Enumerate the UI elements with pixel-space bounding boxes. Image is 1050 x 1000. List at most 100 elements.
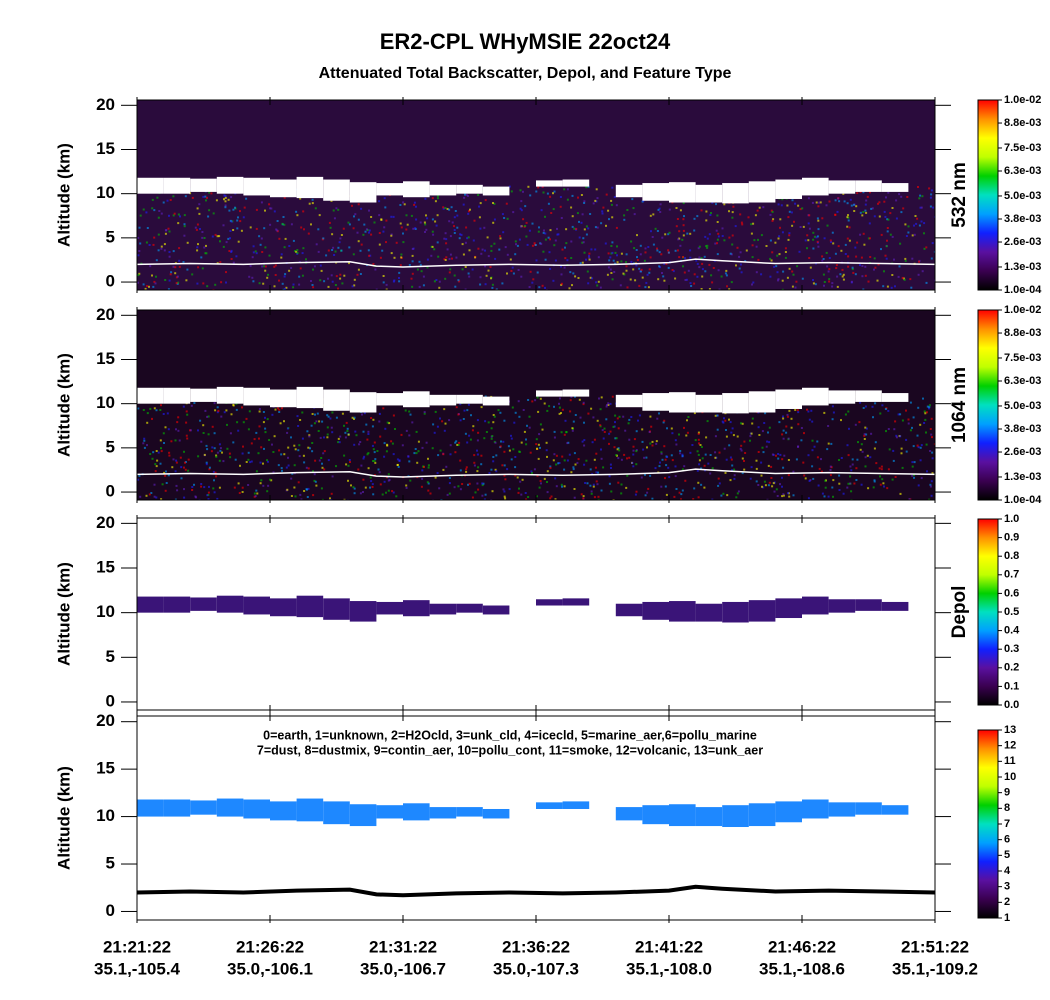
speckle xyxy=(432,233,435,236)
speckle xyxy=(398,277,400,279)
speckle xyxy=(930,494,933,497)
speckle xyxy=(424,197,427,200)
speckle xyxy=(859,211,862,214)
speckle xyxy=(480,406,483,409)
speckle xyxy=(781,279,784,282)
speckle xyxy=(596,197,599,200)
speckle xyxy=(153,280,156,283)
speckle xyxy=(168,251,171,253)
speckle xyxy=(686,232,689,235)
speckle xyxy=(384,206,387,209)
speckle xyxy=(466,409,469,412)
speckle xyxy=(162,432,165,435)
speckle xyxy=(928,404,931,407)
speckle xyxy=(782,466,785,469)
speckle xyxy=(739,447,742,450)
speckle xyxy=(260,237,263,240)
speckle xyxy=(464,193,466,196)
speckle xyxy=(749,439,751,442)
speckle xyxy=(431,230,434,233)
colorbar-label: 1064 nm xyxy=(949,367,970,443)
speckle xyxy=(539,397,542,400)
speckle xyxy=(331,475,334,478)
speckle xyxy=(445,242,448,245)
speckle xyxy=(197,455,200,458)
speckle xyxy=(424,223,427,226)
cloud-column xyxy=(482,396,510,406)
speckle xyxy=(390,252,393,255)
speckle xyxy=(592,416,595,419)
speckle xyxy=(807,410,810,413)
speckle xyxy=(284,237,287,240)
speckle xyxy=(663,279,666,282)
speckle xyxy=(469,438,472,441)
speckle xyxy=(314,413,316,416)
speckle xyxy=(484,265,487,268)
speckle xyxy=(674,465,677,468)
speckle xyxy=(319,264,322,267)
cloud-column xyxy=(403,391,430,408)
speckle xyxy=(676,249,679,252)
speckle xyxy=(326,414,329,417)
speckle xyxy=(854,273,857,276)
speckle xyxy=(539,423,542,426)
speckle xyxy=(269,207,272,210)
speckle xyxy=(372,448,375,451)
speckle xyxy=(525,498,528,500)
speckle xyxy=(841,275,844,278)
speckle xyxy=(413,201,416,204)
speckle xyxy=(643,456,646,459)
speckle xyxy=(186,268,189,271)
speckle xyxy=(860,483,863,486)
speckle xyxy=(862,288,865,290)
speckle xyxy=(399,264,402,267)
y-tick-label: 20 xyxy=(96,95,115,114)
speckle xyxy=(542,191,545,194)
speckle xyxy=(781,485,783,488)
cloud-column xyxy=(216,595,244,613)
speckle xyxy=(728,236,731,239)
speckle xyxy=(700,467,703,470)
speckle xyxy=(849,198,852,201)
speckle xyxy=(863,434,866,437)
speckle xyxy=(215,455,218,458)
speckle xyxy=(206,494,209,497)
speckle xyxy=(809,266,812,269)
speckle xyxy=(318,420,321,423)
speckle xyxy=(777,457,780,460)
speckle xyxy=(682,202,685,205)
speckle xyxy=(213,491,216,494)
colorbar-tick-label: 0.1 xyxy=(1004,680,1019,692)
speckle xyxy=(844,243,847,246)
speckle xyxy=(769,257,772,260)
speckle xyxy=(312,494,315,497)
speckle xyxy=(591,277,594,280)
speckle xyxy=(225,409,228,412)
cloud-column xyxy=(562,389,590,397)
speckle xyxy=(331,233,334,236)
speckle xyxy=(178,439,181,442)
speckle xyxy=(803,474,806,477)
speckle xyxy=(905,450,908,453)
speckle xyxy=(784,251,787,253)
speckle xyxy=(218,486,221,489)
speckle xyxy=(783,454,786,457)
speckle xyxy=(601,210,604,213)
speckle xyxy=(183,214,186,217)
cloud-column xyxy=(216,176,244,194)
speckle xyxy=(178,265,181,268)
cloud-column xyxy=(190,178,217,192)
speckle xyxy=(227,198,230,201)
speckle xyxy=(820,458,822,461)
speckle xyxy=(698,442,700,445)
speckle xyxy=(597,495,600,498)
speckle xyxy=(611,278,614,281)
speckle xyxy=(701,275,704,278)
speckle xyxy=(459,459,462,462)
speckle xyxy=(413,452,416,455)
speckle xyxy=(794,286,797,289)
speckle xyxy=(572,272,575,275)
speckle xyxy=(454,441,457,444)
surface-line xyxy=(137,884,935,898)
speckle xyxy=(281,222,284,225)
